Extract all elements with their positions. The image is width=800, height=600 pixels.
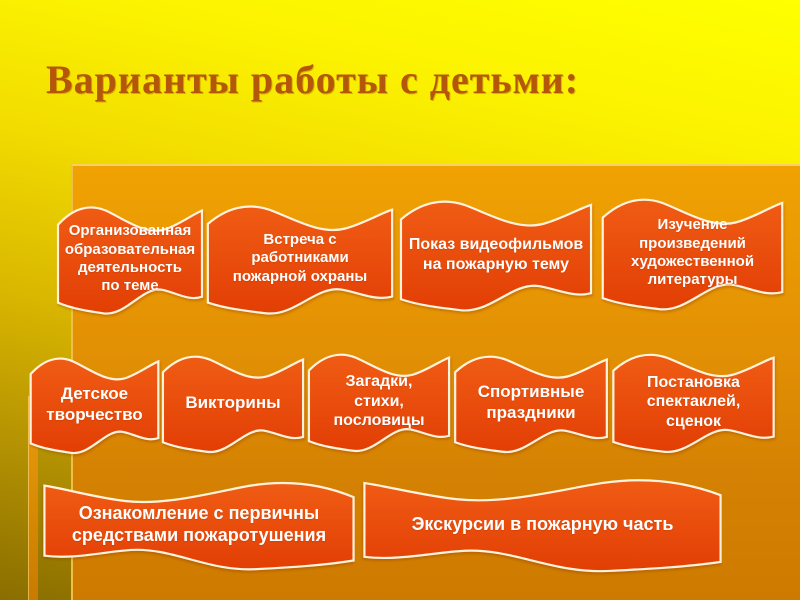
wave-ribbon-shape bbox=[357, 474, 728, 575]
banner-label: Изучение произведений художественной лит… bbox=[630, 216, 755, 289]
banner-label: Спортивные праздники bbox=[477, 382, 585, 422]
wave-ribbon-shape bbox=[452, 350, 610, 456]
banner-label: Ознакомление с первичны средствами пожар… bbox=[71, 503, 327, 545]
wave-ribbon-shape bbox=[55, 200, 205, 318]
banner-riddles-poems-proverbs: Загадки, стихи, пословицы bbox=[306, 348, 452, 455]
banner-label: Экскурсии в пожарную часть bbox=[411, 513, 674, 534]
wave-ribbon-shape bbox=[204, 199, 396, 318]
wave-ribbon-shape bbox=[599, 192, 786, 314]
banner-quizzes: Викторины bbox=[160, 350, 306, 456]
banner-label: Викторины bbox=[185, 392, 281, 412]
banner-label: Загадки, стихи, пословицы bbox=[333, 373, 425, 430]
banner-label: Организованная образовательная деятельно… bbox=[64, 222, 196, 295]
wave-ribbon-shape bbox=[160, 350, 306, 456]
wave-ribbon-shape bbox=[28, 352, 161, 457]
banner-fire-station-excursions: Экскурсии в пожарную часть bbox=[357, 474, 728, 575]
banner-staging-performances: Постановка спектаклей, сценок bbox=[610, 348, 777, 456]
banner-meeting-fire-workers: Встреча с работниками пожарной охраны bbox=[204, 199, 396, 318]
banner-fiction-literature-study: Изучение произведений художественной лит… bbox=[599, 192, 786, 314]
banner-sports-holidays: Спортивные праздники bbox=[452, 350, 610, 456]
vertical-ribbon-decoration bbox=[28, 396, 38, 600]
banner-organized-educational-activity: Организованная образовательная деятельно… bbox=[55, 200, 205, 318]
banner-fire-extinguishing-means: Ознакомление с первичны средствами пожар… bbox=[38, 477, 360, 573]
wave-ribbon-shape bbox=[397, 194, 595, 315]
banner-label: Постановка спектаклей, сценок bbox=[646, 373, 741, 430]
wave-ribbon-shape bbox=[610, 348, 777, 456]
slide-title: Варианты работы с детьми: bbox=[46, 57, 580, 102]
banner-label: Встреча с работниками пожарной охраны bbox=[232, 231, 368, 285]
banner-label: Показ видеофильмов на пожарную тему bbox=[408, 235, 584, 273]
wave-ribbon-shape bbox=[306, 348, 452, 455]
banner-fire-theme-videos: Показ видеофильмов на пожарную тему bbox=[397, 194, 595, 315]
banner-children-creativity: Детское творчество bbox=[28, 352, 161, 457]
banner-label: Детское творчество bbox=[46, 383, 143, 424]
wave-ribbon-shape bbox=[38, 477, 360, 573]
